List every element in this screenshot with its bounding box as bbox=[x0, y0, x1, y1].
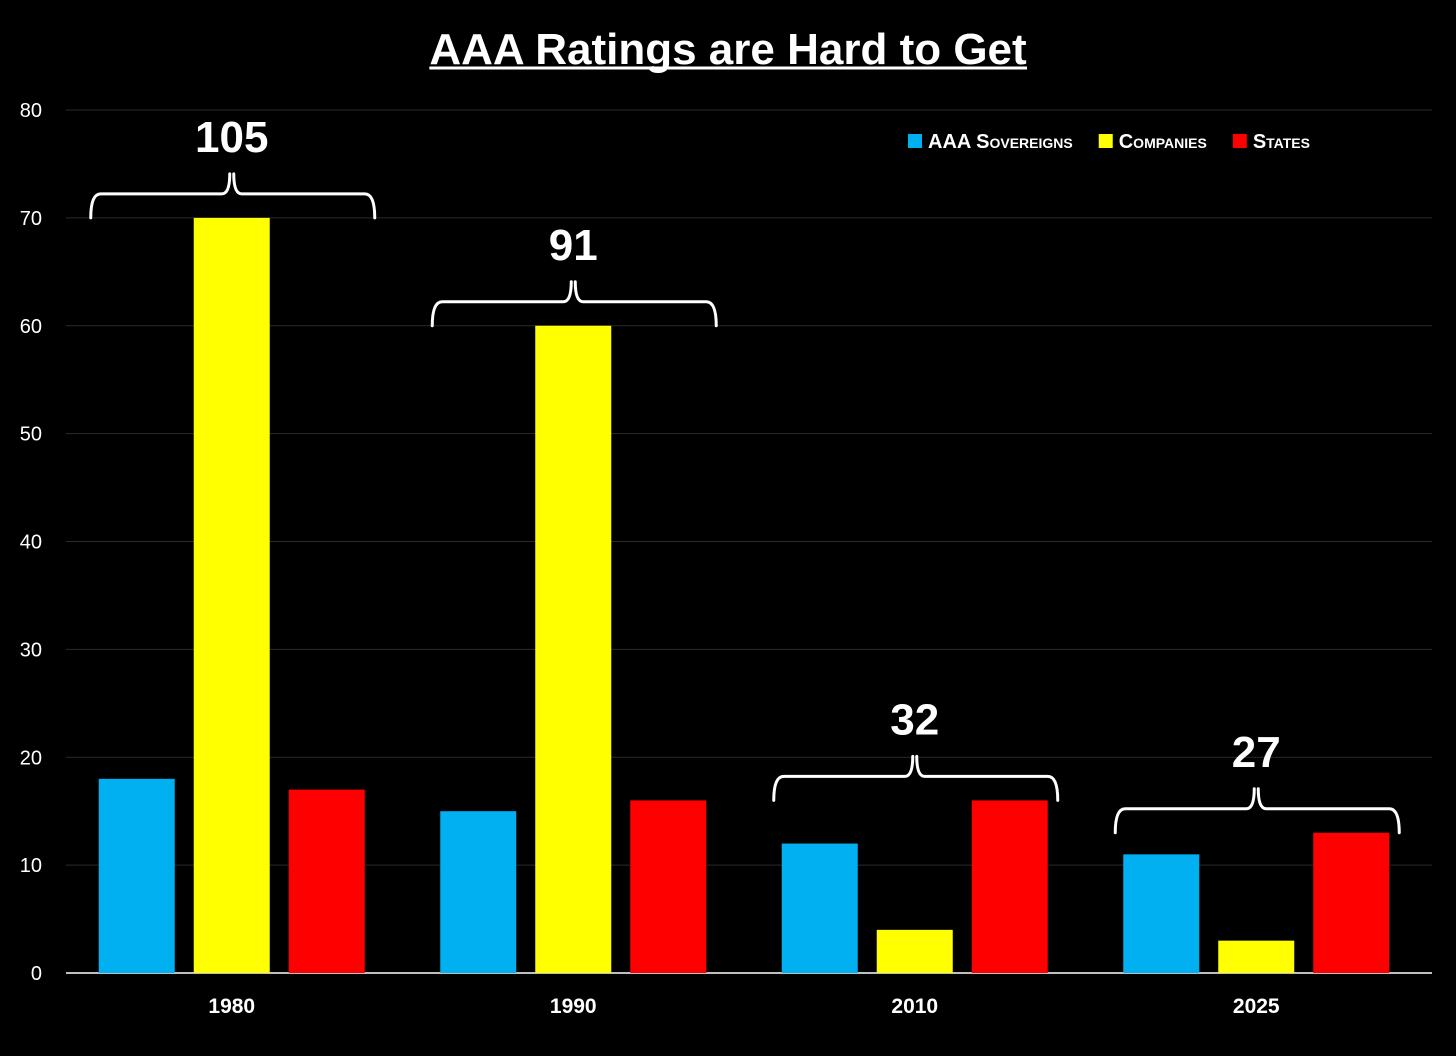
y-tick-label: 40 bbox=[20, 532, 42, 554]
bars bbox=[98, 217, 1390, 973]
legend-label: Companies bbox=[1119, 131, 1207, 153]
y-axis-ticks: 0 10 20 30 40 50 60 70 80 bbox=[20, 100, 42, 985]
bar-companies-2010 bbox=[876, 929, 953, 973]
brace-1990 bbox=[430, 280, 718, 328]
total-annotations: 105 91 32 27 bbox=[89, 113, 1401, 835]
bar-aaa-sovereigns-1990 bbox=[440, 811, 517, 973]
bar-states-1990 bbox=[630, 800, 707, 973]
x-tick-label: 1980 bbox=[208, 995, 255, 1018]
brace-1980 bbox=[89, 172, 377, 220]
brace-2025 bbox=[1113, 787, 1401, 835]
x-tick-label: 2025 bbox=[1233, 995, 1280, 1018]
y-tick-label: 10 bbox=[20, 855, 42, 877]
x-tick-label: 1990 bbox=[550, 995, 597, 1018]
y-tick-label: 0 bbox=[31, 963, 42, 985]
legend-swatch-aaa-sovereigns bbox=[908, 134, 922, 148]
bar-states-2025 bbox=[1313, 832, 1390, 973]
total-label-2025: 27 bbox=[1232, 728, 1281, 777]
total-label-1980: 105 bbox=[195, 113, 268, 162]
bar-companies-1980 bbox=[193, 217, 270, 973]
bar-companies-1990 bbox=[535, 325, 612, 973]
bar-aaa-sovereigns-1980 bbox=[98, 778, 175, 973]
legend-label: AAA Sovereigns bbox=[928, 131, 1073, 153]
bar-aaa-sovereigns-2025 bbox=[1123, 854, 1200, 973]
legend-swatch-states bbox=[1232, 134, 1247, 148]
bar-companies-2025 bbox=[1218, 940, 1295, 973]
bar-states-1980 bbox=[288, 789, 365, 973]
y-tick-label: 30 bbox=[20, 639, 42, 661]
total-label-2010: 32 bbox=[890, 695, 939, 744]
legend-label: States bbox=[1253, 131, 1310, 153]
bar-aaa-sovereigns-2010 bbox=[781, 843, 858, 973]
total-label-1990: 91 bbox=[549, 221, 598, 270]
y-tick-label: 60 bbox=[20, 316, 42, 338]
gridlines bbox=[66, 109, 1432, 974]
legend-swatch-companies bbox=[1098, 134, 1113, 148]
x-tick-label: 2010 bbox=[891, 995, 938, 1018]
y-tick-label: 20 bbox=[20, 747, 42, 769]
legend: AAA Sovereigns Companies States bbox=[908, 131, 1310, 153]
y-tick-label: 70 bbox=[20, 208, 42, 230]
y-tick-label: 80 bbox=[20, 100, 42, 122]
brace-2010 bbox=[772, 754, 1060, 802]
x-axis-ticks: 1980 1990 2010 2025 bbox=[208, 995, 1280, 1018]
y-tick-label: 50 bbox=[20, 424, 42, 446]
chart-title: AAA Ratings are Hard to Get bbox=[429, 25, 1027, 74]
bar-states-2010 bbox=[971, 800, 1048, 973]
